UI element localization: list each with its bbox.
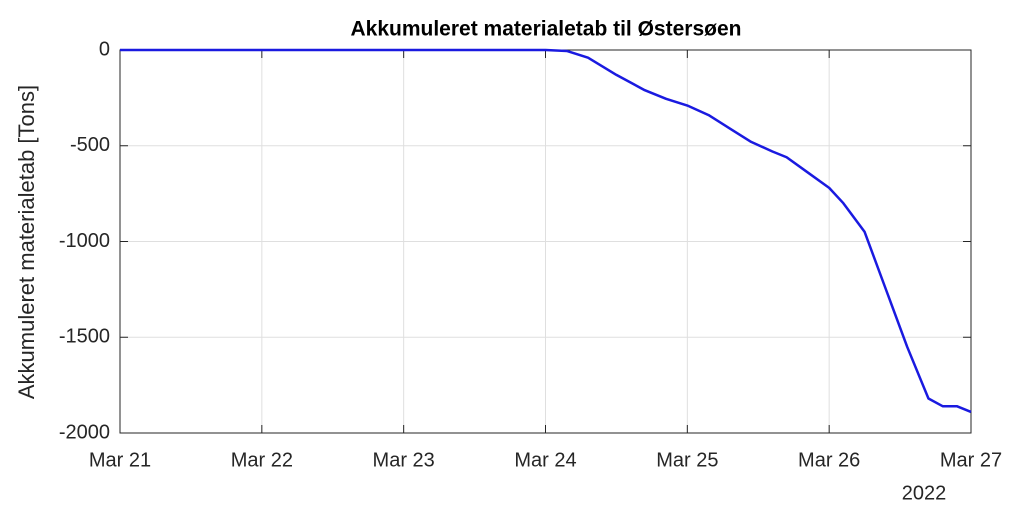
x-tick-label: Mar 27 — [940, 449, 1002, 471]
y-tick-label: -500 — [70, 134, 110, 156]
data-line — [120, 48, 972, 414]
y-axis-label: Akkumuleret materialetab [Tons] — [14, 85, 39, 399]
x-tick-label: Mar 23 — [373, 449, 435, 471]
x-secondary-label: 2022 — [902, 482, 947, 504]
y-tick-label: -2000 — [59, 421, 110, 443]
x-tick-label: Mar 21 — [89, 449, 151, 471]
x-tick-label: Mar 22 — [231, 449, 293, 471]
y-tick-label: -1500 — [59, 326, 110, 348]
x-tick-label: Mar 26 — [798, 449, 860, 471]
x-tick-label: Mar 24 — [514, 449, 576, 471]
y-tick-label: -1000 — [59, 230, 110, 252]
x-tick-label: Mar 25 — [656, 449, 718, 471]
y-tick-label: 0 — [99, 38, 110, 60]
chart-title: Akkumuleret materialetab til Østersøen — [351, 18, 742, 41]
